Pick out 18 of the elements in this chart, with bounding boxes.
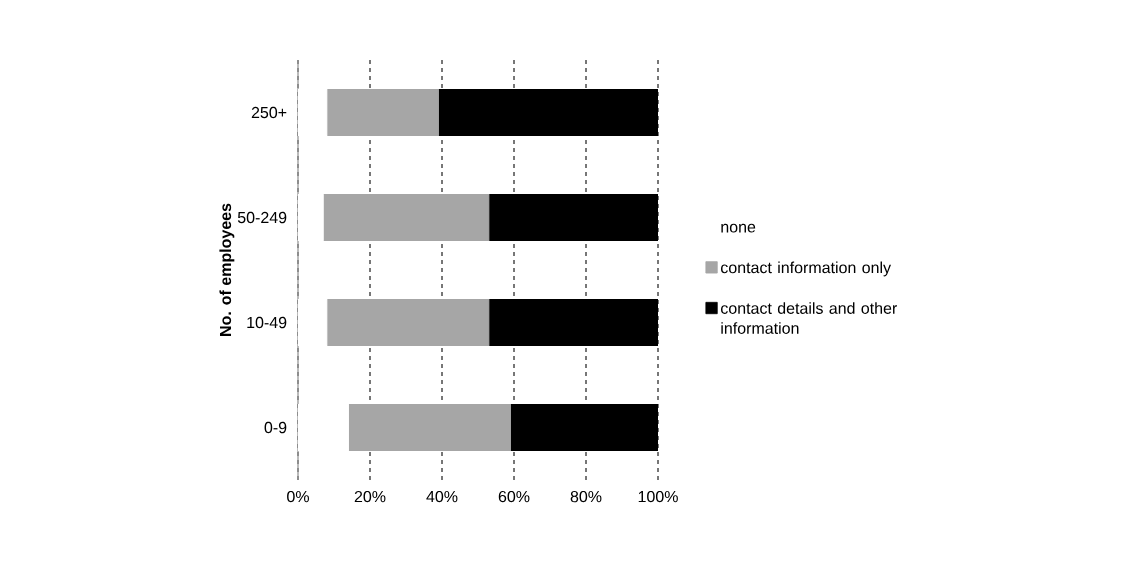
bar (326, 298, 490, 347)
bar (326, 88, 439, 137)
bar (322, 193, 490, 242)
y-axis-title: No. of employees (219, 203, 235, 336)
x-tick-label: 20% (354, 490, 386, 503)
y-tick-label: 10-49 (247, 316, 287, 329)
text: none (721, 223, 756, 233)
legend-label: contact information only (720, 261, 892, 277)
x-tick-label: 40% (426, 490, 458, 503)
x-tick-label: 80% (570, 490, 602, 503)
y-tick-label: 0-9 (264, 421, 287, 434)
x-tick-label: 0% (287, 490, 309, 503)
y-tick-label: 250+ (251, 106, 287, 119)
x-tick-label: 60% (498, 490, 530, 503)
bar (347, 403, 511, 452)
x-tick-label: 100% (638, 490, 678, 503)
y-tick-label: 50-249 (237, 211, 287, 224)
legend-label: contact details and other information (720, 302, 898, 334)
